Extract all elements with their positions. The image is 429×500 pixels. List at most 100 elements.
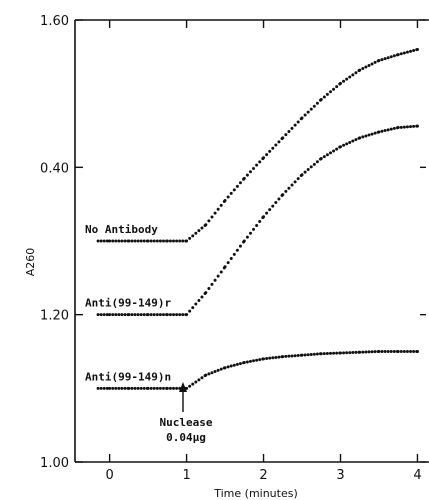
series-1-point-20 xyxy=(152,313,156,317)
series-1-point-111 xyxy=(402,125,406,129)
series-1-point-109 xyxy=(396,126,400,130)
series-1-point-92 xyxy=(351,139,355,143)
series-0-point-9 xyxy=(123,239,127,243)
series-0-point-69 xyxy=(287,130,291,134)
series-1-point-41 xyxy=(210,282,214,286)
series-0-point-82 xyxy=(322,95,326,99)
series-1-point-107 xyxy=(392,126,396,130)
series-1-point-100 xyxy=(373,131,377,135)
series-1-point-23 xyxy=(162,313,165,317)
series-2-point-40 xyxy=(207,372,211,376)
series-0-point-18 xyxy=(146,239,150,243)
series-1-point-93 xyxy=(354,138,358,142)
series-2-point-5 xyxy=(111,386,115,390)
series-0-point-64 xyxy=(274,143,278,147)
series-2-point-16 xyxy=(142,386,146,390)
series-0-point-19 xyxy=(149,239,153,243)
series-1-point-96 xyxy=(361,135,365,139)
series-0-point-49 xyxy=(232,188,236,192)
series-2-point-51 xyxy=(238,362,242,366)
axis-ticks xyxy=(75,19,426,463)
nuclease-annotation: Nuclease 0.04µg xyxy=(160,382,213,444)
series-0-point-27 xyxy=(172,239,176,243)
series-2-point-49 xyxy=(232,363,236,367)
series-1-point-33 xyxy=(188,309,192,313)
series-1-point-75 xyxy=(303,170,307,174)
series-2-point-6 xyxy=(114,386,118,390)
series-2-point-39 xyxy=(204,373,208,377)
x-axis-label: Time (minutes) xyxy=(213,487,298,500)
series-0-point-37 xyxy=(200,226,204,230)
series-2-point-102 xyxy=(377,350,381,353)
series-1-point-1 xyxy=(99,313,103,317)
y-tick-label-0: 1.00 xyxy=(40,456,69,471)
series-2-point-88 xyxy=(339,351,342,355)
series-0-point-67 xyxy=(281,136,285,140)
series-1-point-15 xyxy=(139,313,143,317)
series-0-point-72 xyxy=(296,120,300,124)
series-1-point-65 xyxy=(277,197,281,201)
series-labels: No Antibody Anti(99-149)r Anti(99-149)n xyxy=(85,223,171,383)
series-0-point-54 xyxy=(245,173,249,177)
series-2-point-28 xyxy=(175,386,179,390)
series-2-point-114 xyxy=(412,350,416,353)
series-1-point-3 xyxy=(105,313,109,317)
series-1-point-12 xyxy=(130,313,134,317)
series-1-point-21 xyxy=(155,313,159,317)
series-1-point-37 xyxy=(200,295,204,299)
series-1-point-47 xyxy=(226,261,230,265)
series-0-point-113 xyxy=(409,49,413,53)
series-2-point-19 xyxy=(149,386,153,390)
series-2-point-98 xyxy=(367,350,371,354)
series-2-point-97 xyxy=(364,350,368,354)
series-1-point-50 xyxy=(235,248,239,252)
series-1-point-86 xyxy=(335,147,339,151)
series-2-point-21 xyxy=(155,386,159,390)
series-2-point-32 xyxy=(185,386,189,390)
series-0-point-116 xyxy=(415,47,419,51)
series-0-point-51 xyxy=(238,181,242,185)
series-2-point-96 xyxy=(361,350,365,354)
series-2-point-63 xyxy=(271,356,275,360)
series-0-point-75 xyxy=(303,113,307,117)
series-2-point-25 xyxy=(165,386,169,390)
series-1-point-95 xyxy=(358,136,362,140)
series-0-point-8 xyxy=(120,239,124,243)
series-2-point-109 xyxy=(396,350,400,353)
series-0-point-40 xyxy=(207,219,211,223)
series-0-point-4 xyxy=(108,239,112,243)
series-1-point-16 xyxy=(142,313,146,317)
y-tick-label-3: 1.60 xyxy=(40,14,69,29)
series-1-point-35 xyxy=(194,302,198,306)
series-1-point-90 xyxy=(345,142,349,146)
series-2-point-60 xyxy=(262,357,266,361)
series-0-point-90 xyxy=(345,77,349,81)
series-0-point-86 xyxy=(335,85,339,89)
series-2-point-35 xyxy=(194,380,198,384)
series-2-point-1 xyxy=(99,386,103,390)
series-2-point-26 xyxy=(168,386,172,390)
series-2-point-22 xyxy=(158,386,162,390)
series-0-point-65 xyxy=(277,140,281,144)
series-1-point-61 xyxy=(265,211,269,215)
series-1-point-40 xyxy=(207,286,211,290)
series-0-point-105 xyxy=(386,56,390,60)
series-0-point-55 xyxy=(248,170,252,174)
series-0-point-84 xyxy=(328,90,332,94)
series-1-point-69 xyxy=(287,186,291,190)
series-0-point-96 xyxy=(361,67,365,71)
series-1-point-25 xyxy=(165,313,169,317)
series-1-point-26 xyxy=(168,313,172,317)
series-1-point-36 xyxy=(197,299,201,303)
series-1-point-105 xyxy=(386,128,390,132)
series-0-point-102 xyxy=(377,59,381,63)
series-1-point-34 xyxy=(191,306,195,310)
series-label-2: Anti(99-149)n xyxy=(85,370,171,383)
series-2-point-9 xyxy=(123,386,127,390)
series-2-point-46 xyxy=(223,366,227,370)
series-1-point-102 xyxy=(377,130,381,134)
series-1-point-77 xyxy=(309,165,313,169)
series-1-point-68 xyxy=(284,189,288,193)
series-0-point-60 xyxy=(262,156,266,160)
series-0-point-6 xyxy=(114,239,118,243)
